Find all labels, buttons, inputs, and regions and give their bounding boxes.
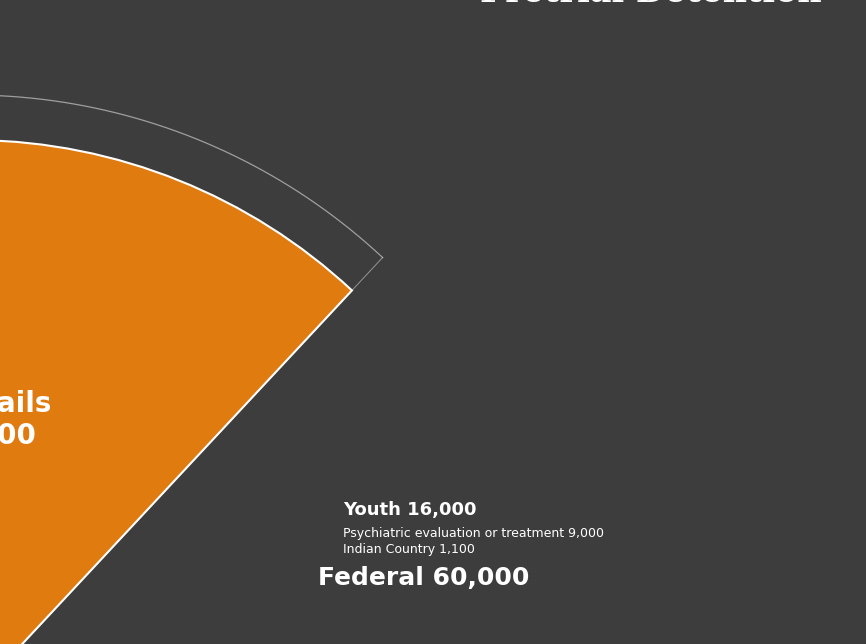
Text: Federal 60,000: Federal 60,000: [318, 566, 529, 590]
Text: Local jails
470,000: Local jails 470,000: [0, 390, 51, 450]
Text: Indian Country 1,100: Indian Country 1,100: [343, 544, 475, 556]
Text: Pretrial Detention: Pretrial Detention: [480, 0, 822, 9]
Text: Youth 16,000: Youth 16,000: [343, 501, 476, 519]
Text: Psychiatric evaluation or treatment 9,000: Psychiatric evaluation or treatment 9,00…: [343, 527, 604, 540]
Wedge shape: [0, 140, 352, 644]
